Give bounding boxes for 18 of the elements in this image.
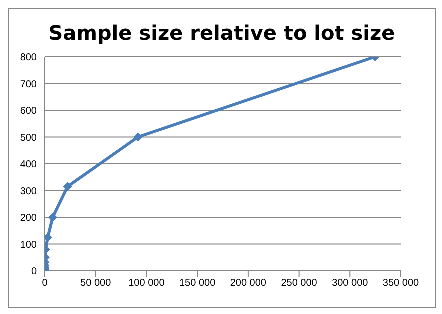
y-tick-label: 700 xyxy=(20,79,38,90)
x-tick-label: 0 xyxy=(42,278,48,290)
x-tick-label: 250 000 xyxy=(281,278,318,290)
x-tick-label: 200 000 xyxy=(230,278,267,290)
y-tick-label: 600 xyxy=(20,106,38,118)
y-tick-label: 100 xyxy=(20,240,38,251)
y-tick-label: 800 xyxy=(20,52,38,64)
x-tick-label: 350 000 xyxy=(382,278,420,290)
x-tick-label: 150 000 xyxy=(179,278,216,290)
x-tick-label: 300 000 xyxy=(332,278,369,290)
x-tick-label: 100 000 xyxy=(128,278,166,290)
y-tick-label: 300 xyxy=(20,186,38,198)
y-tick-label: 400 xyxy=(20,160,38,171)
y-tick-label: 0 xyxy=(31,266,38,278)
x-tick-label: 50 000 xyxy=(80,278,112,290)
y-tick-label: 500 xyxy=(20,132,38,144)
chart-title: Sample size relative to lot size xyxy=(48,21,396,47)
y-tick-label: 200 xyxy=(20,213,38,224)
